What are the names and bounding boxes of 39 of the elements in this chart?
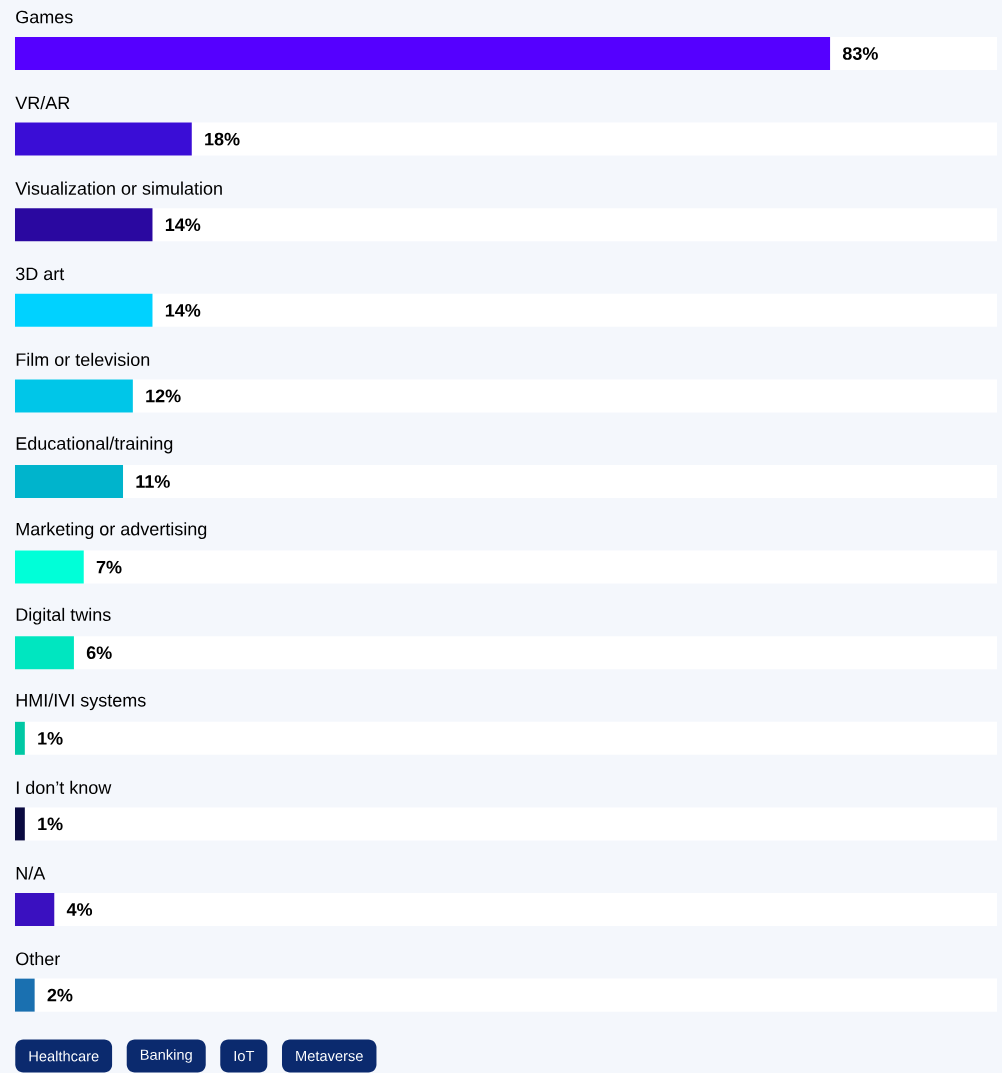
bar xyxy=(15,636,74,670)
data-label: 4% xyxy=(66,903,93,916)
bar xyxy=(15,978,35,1012)
bar xyxy=(15,293,153,327)
bar xyxy=(15,893,55,927)
bar xyxy=(15,379,133,413)
data-label: 14% xyxy=(165,303,201,317)
data-label: 1% xyxy=(38,731,63,745)
bar xyxy=(15,122,192,156)
text: IoT xyxy=(234,1050,255,1062)
bar xyxy=(15,807,25,841)
bar xyxy=(15,465,124,499)
data-label: 12% xyxy=(146,389,181,403)
y-tick-label: N/A xyxy=(16,866,46,880)
y-tick-label: Other xyxy=(16,952,60,966)
bar xyxy=(15,208,153,242)
text: Metaverse xyxy=(296,1050,363,1062)
data-label: 1% xyxy=(38,817,63,831)
y-tick-label: HMI/IVI systems xyxy=(16,693,146,711)
data-label: 11% xyxy=(136,475,170,488)
bar xyxy=(15,721,25,755)
y-tick-label: 3D art xyxy=(15,267,65,281)
y-tick-label: Film or television xyxy=(16,352,150,367)
y-tick-label: Marketing or advertising xyxy=(16,522,207,540)
data-label: 14% xyxy=(165,218,201,232)
y-tick-label: Digital twins xyxy=(16,607,111,625)
y-tick-label: Games xyxy=(16,10,73,24)
y-tick-label: VR/AR xyxy=(15,96,70,110)
data-label: 2% xyxy=(47,988,73,1002)
text: Banking xyxy=(140,1049,192,1063)
bar xyxy=(15,550,84,584)
y-tick-label: Educational/training xyxy=(16,436,173,454)
data-label: 7% xyxy=(96,560,122,574)
data-label: 6% xyxy=(86,646,112,660)
data-label: 18% xyxy=(205,132,240,146)
data-label: 83% xyxy=(842,47,878,60)
y-tick-label: Visualization or simulation xyxy=(15,181,222,195)
y-tick-label: I don’t know xyxy=(16,780,112,795)
text: Healthcare xyxy=(29,1050,99,1062)
